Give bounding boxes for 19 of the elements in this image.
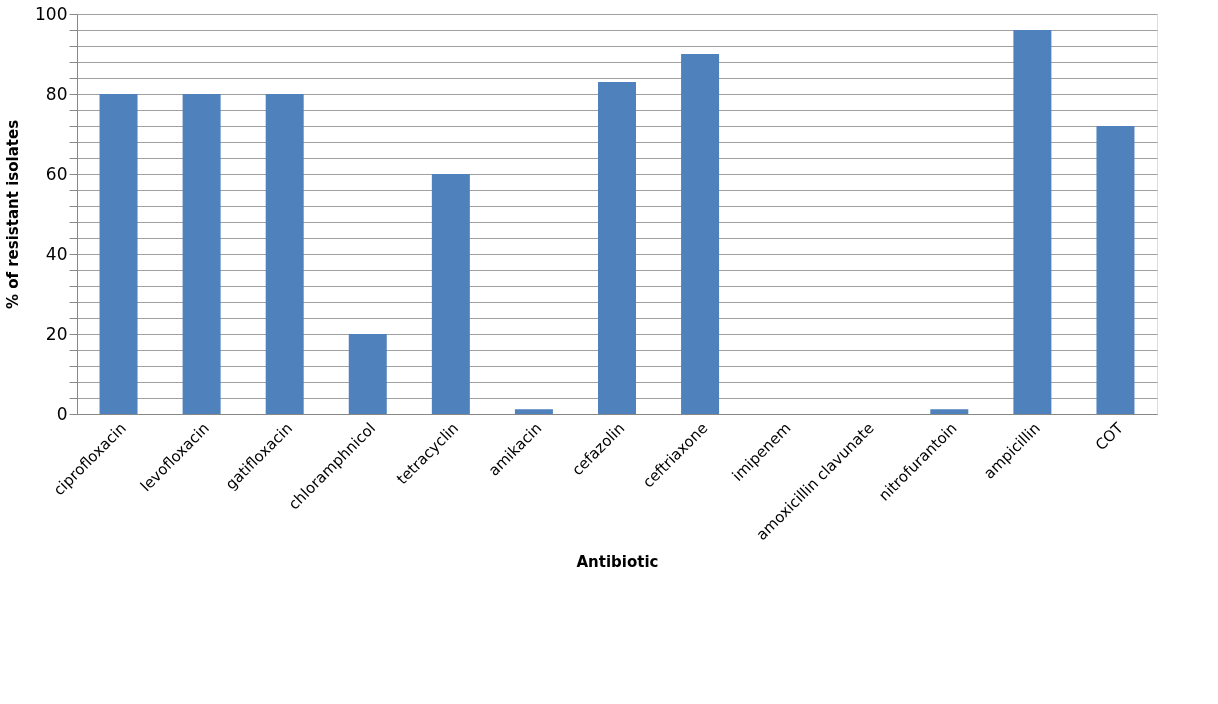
- bar: [930, 409, 969, 414]
- y-tick-label: 60: [45, 163, 68, 184]
- y-tick-label: 40: [45, 243, 68, 264]
- y-tick-label: 20: [45, 323, 68, 344]
- bar: [1013, 30, 1052, 414]
- y-tick-label: 0: [56, 403, 68, 424]
- bar: [265, 94, 304, 414]
- bar: [514, 409, 553, 414]
- bar: [182, 94, 221, 414]
- bar: [348, 334, 387, 414]
- bar: [1096, 126, 1135, 414]
- bar: [681, 54, 720, 414]
- y-tick-label: 100: [35, 3, 68, 24]
- y-axis-title: % of resistant isolates: [4, 119, 23, 310]
- y-tick-label: 80: [45, 83, 68, 104]
- bar: [598, 82, 636, 414]
- bar: [431, 174, 470, 414]
- bar: [99, 94, 138, 414]
- x-axis-title: Antibiotic: [576, 553, 659, 572]
